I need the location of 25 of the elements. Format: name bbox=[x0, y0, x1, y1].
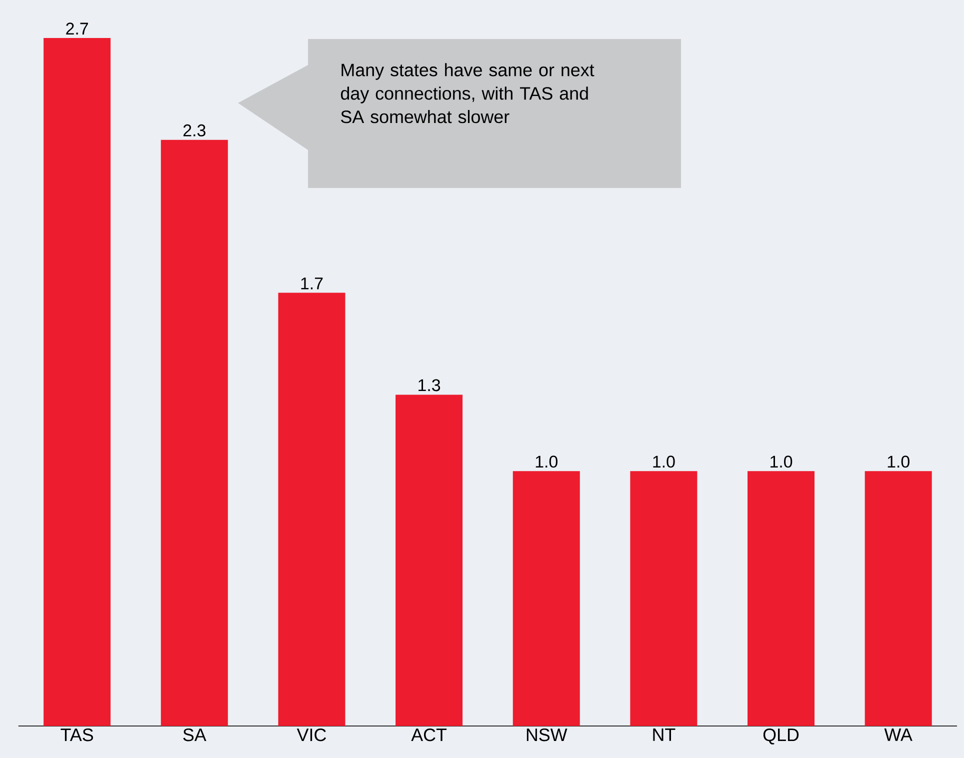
bar bbox=[278, 292, 346, 726]
annotation: Many states have same or next day connections, with TAS and SA somewhat slower bbox=[340, 63, 594, 124]
data-label: 1.3 bbox=[418, 379, 440, 392]
data-label: 1.0 bbox=[653, 456, 675, 468]
bar bbox=[396, 394, 463, 726]
bar bbox=[748, 471, 815, 726]
x-tick-label: QLD bbox=[763, 728, 799, 744]
x-tick-label: NT bbox=[653, 728, 676, 741]
x-tick-label: SA bbox=[183, 728, 206, 742]
x-tick-label: NSW bbox=[526, 728, 568, 742]
bar bbox=[160, 140, 228, 726]
bar bbox=[44, 38, 111, 726]
data-label: 1.7 bbox=[301, 278, 323, 290]
data-label: 2.3 bbox=[183, 124, 206, 136]
bar bbox=[512, 471, 580, 726]
bar bbox=[864, 471, 932, 726]
x-tick-label: WA bbox=[884, 728, 912, 741]
data-label: 1.0 bbox=[536, 456, 558, 468]
x-tick-label: ACT bbox=[411, 728, 447, 742]
data-label: 1.0 bbox=[770, 456, 792, 468]
x-tick-label: VIC bbox=[296, 728, 326, 742]
data-label: 2.7 bbox=[66, 22, 88, 34]
data-label: 1.0 bbox=[888, 456, 910, 468]
bar bbox=[630, 471, 698, 726]
x-tick-label: TAS bbox=[60, 728, 94, 742]
